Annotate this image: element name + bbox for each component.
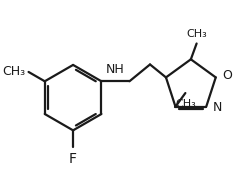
Text: CH₃: CH₃: [3, 65, 26, 78]
Text: O: O: [222, 69, 231, 82]
Text: CH₃: CH₃: [185, 29, 206, 39]
Text: N: N: [212, 101, 221, 114]
Text: CH₃: CH₃: [174, 99, 195, 109]
Text: NH: NH: [106, 63, 124, 76]
Text: F: F: [69, 152, 77, 166]
